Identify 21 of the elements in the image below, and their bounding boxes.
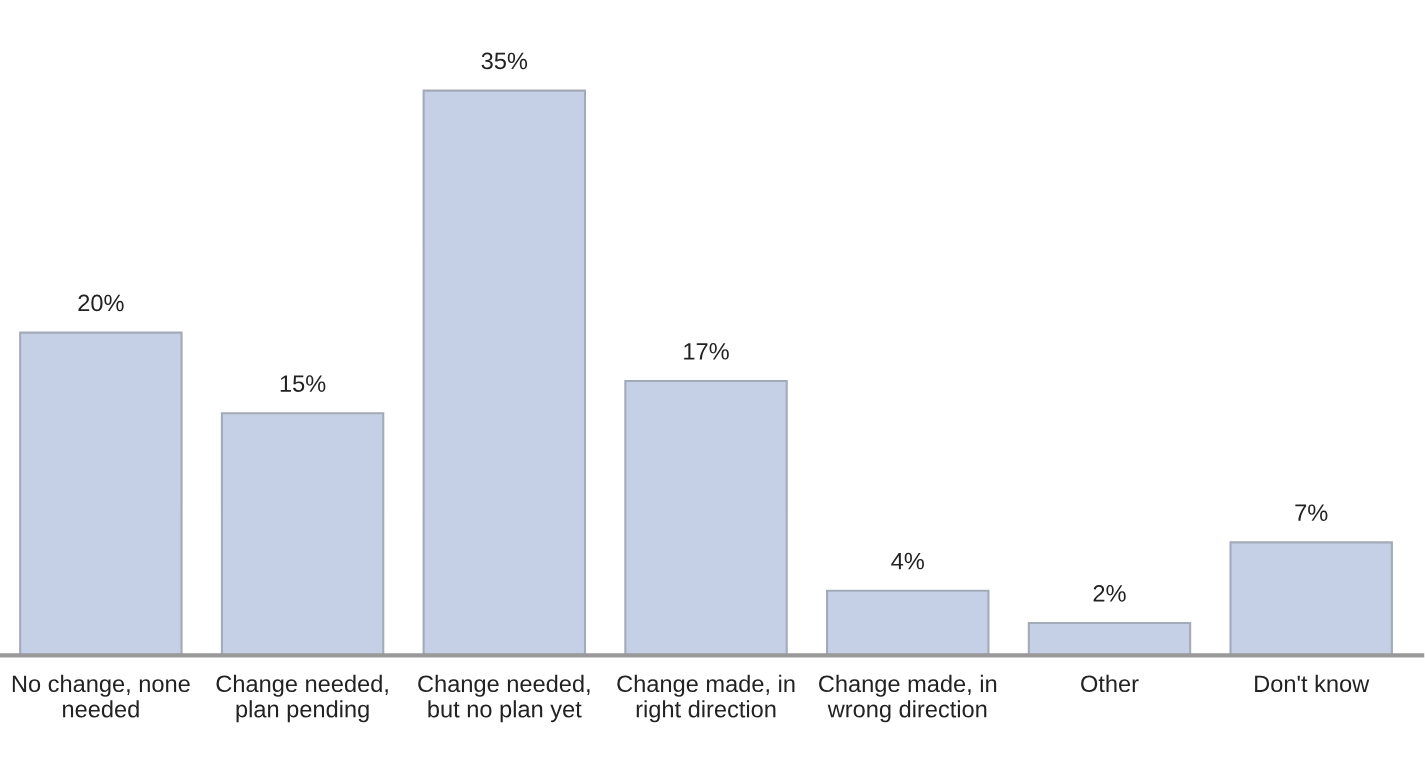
x-tick-label: Change made, in wrong direction — [819, 674, 997, 723]
data-label: 17% — [684, 343, 729, 360]
x-tick-label: Don't know — [1255, 674, 1370, 693]
bar — [624, 380, 788, 656]
x-tick-label: Change made, in right direction — [617, 674, 795, 723]
data-label: 35% — [481, 52, 528, 70]
bar — [422, 89, 587, 656]
data-label: 4% — [891, 552, 924, 570]
data-label: 15% — [280, 375, 326, 392]
bar — [1229, 541, 1393, 656]
data-label: 7% — [1295, 504, 1328, 521]
data-label: 20% — [78, 294, 124, 312]
bar — [826, 589, 990, 656]
x-tick-label: No change, none needed — [12, 674, 190, 718]
x-tick-label: Change needed, but no plan yet — [418, 674, 590, 723]
bar — [1027, 622, 1192, 656]
bar — [19, 331, 183, 656]
x-tick-label: Other — [1081, 674, 1139, 693]
bar — [220, 412, 385, 656]
x-tick-label: Change needed, plan pending — [216, 674, 388, 723]
data-label: 2% — [1093, 585, 1126, 602]
